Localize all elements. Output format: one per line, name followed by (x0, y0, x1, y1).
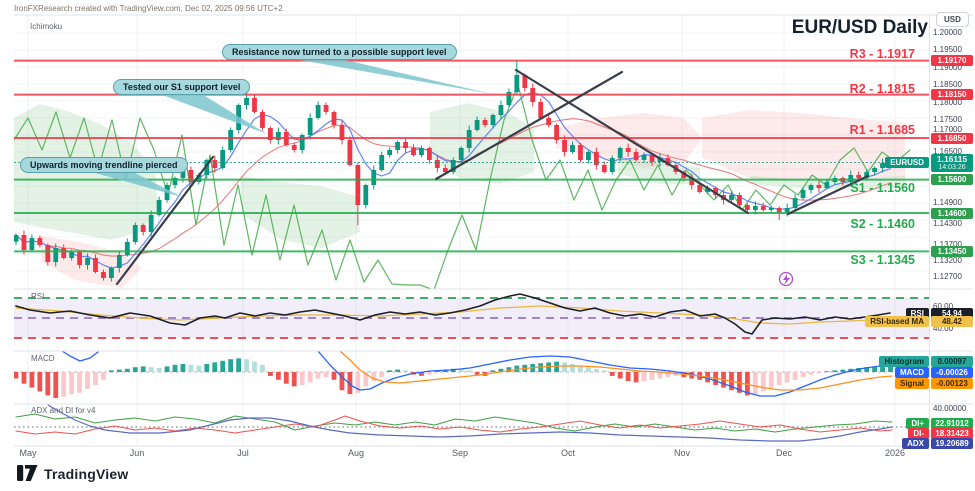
symbol-badge: EURUSD (885, 157, 929, 168)
adx-tick-40: 40.00000 (933, 404, 967, 413)
di-plus-value: 22.91012 (931, 418, 973, 429)
level-label-r2: R2 - 1.1815 (849, 82, 915, 96)
indicator-label-macd: MACD (31, 354, 55, 363)
rsi-tick-60: 60.00 (933, 302, 954, 311)
symbol-title: EUR/USD Daily (791, 17, 928, 38)
macd-signal-label: Signal (894, 378, 929, 389)
attribution-text: IronFXResearch created with TradingView.… (14, 4, 283, 13)
time-tick: May (19, 448, 37, 458)
callout-tested-s1[interactable]: Tested our S1 support level (113, 79, 251, 95)
level-label-r1: R1 - 1.1685 (849, 123, 915, 137)
tradingview-logo-text: TradingView (44, 465, 129, 482)
bar-countdown: 14:03:26 (938, 164, 966, 171)
rsi-ma-label-badge: RSI-based MA (865, 316, 929, 327)
price-tick: 1.19500 (933, 45, 962, 54)
currency-button[interactable]: USD (936, 12, 969, 27)
time-tick: Jun (129, 448, 145, 458)
adx-value: 19.20689 (931, 438, 973, 449)
macd-histogram-label: Histogram (879, 356, 929, 367)
price-level-badge: 1.18150 (931, 89, 973, 101)
indicator-label-adx: ADX and DI for v4 (31, 406, 96, 415)
di-minus-value: 18.31423 (931, 428, 973, 439)
adx-label: ADX (902, 438, 929, 449)
level-label-s2: S2 - 1.1460 (850, 217, 915, 231)
price-tick: 1.17500 (933, 115, 962, 124)
price-tick: 1.14300 (933, 219, 962, 228)
price-level-badge: 1.14600 (931, 207, 973, 219)
time-tick: Nov (673, 448, 691, 458)
time-tick: 2026 (884, 448, 906, 458)
macd-signal-value: -0.00123 (931, 378, 973, 389)
time-tick: Sep (451, 448, 469, 458)
callout-resistance-support[interactable]: Resistance now turned to a possible supp… (222, 44, 457, 60)
tradingview-logo-icon (17, 465, 38, 481)
price-tick: 1.19000 (933, 63, 962, 72)
price-tick: 1.18500 (933, 80, 962, 89)
macd-line-value: -0.00026 (931, 367, 973, 378)
indicator-label-ichimoku: Ichimoku (30, 22, 63, 31)
level-label-s1: S1 - 1.1560 (850, 181, 915, 195)
time-tick: Dec (775, 448, 793, 458)
current-price: 1.16115 (936, 154, 968, 164)
price-scale[interactable] (930, 15, 975, 446)
price-level-badge: 1.13450 (931, 245, 973, 257)
rsi-tick-40: 40.00 (933, 324, 954, 333)
time-tick: Jul (237, 448, 249, 458)
price-tick: 1.14900 (933, 198, 962, 207)
rsi-ma-value-badge: 48.42 (931, 316, 973, 327)
rsi-label-badge: RSI (905, 308, 929, 319)
level-label-s3: S3 - 1.1345 (850, 253, 915, 267)
price-tick: 1.13700 (933, 240, 962, 249)
macd-line-label: MACD (895, 367, 929, 378)
rsi-value-badge: 54.94 (931, 308, 973, 319)
time-tick: Aug (347, 448, 365, 458)
di-plus-label: DI+ (906, 418, 929, 429)
level-label-r3: R3 - 1.1917 (849, 47, 915, 61)
price-level-badge: 1.19170 (931, 55, 973, 67)
price-tick: 1.17000 (933, 125, 962, 134)
indicator-label-rsi: RSI (31, 292, 45, 301)
di-minus-label: DI- (908, 428, 929, 439)
price-tick: 1.18000 (933, 98, 962, 107)
current-price-badge: 1.16115 14:03:26 (931, 154, 973, 172)
price-tick: 1.16500 (933, 147, 962, 156)
price-tick: 1.13200 (933, 256, 962, 265)
macd-histogram-value: 0.00097 (931, 356, 973, 367)
price-level-badge: 1.16850 (931, 132, 973, 144)
tradingview-logo[interactable]: TradingView (17, 465, 128, 482)
price-level-badge: 1.15600 (931, 174, 973, 186)
price-tick: 1.12700 (933, 272, 962, 281)
callout-trendline-pierced[interactable]: Upwards moving trendline pierced (20, 157, 188, 173)
time-tick: Oct (560, 448, 576, 458)
price-tick: 1.20000 (933, 28, 962, 37)
